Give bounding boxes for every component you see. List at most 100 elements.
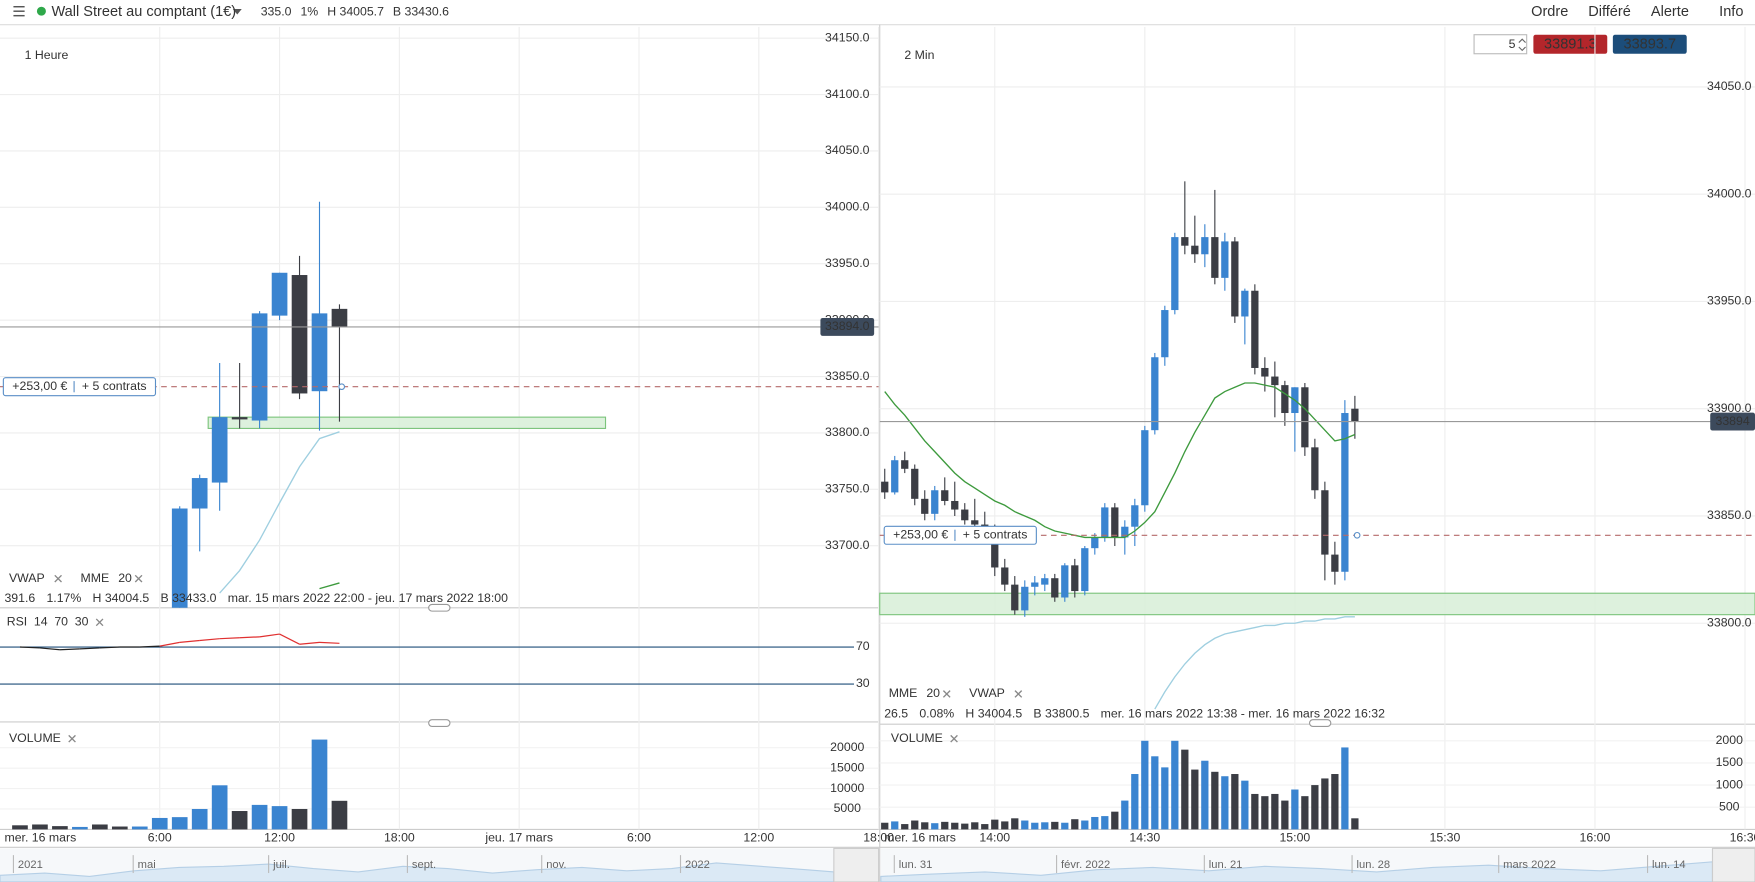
menu-item[interactable]: Alerte [1651, 4, 1689, 20]
navigator-scroll[interactable] [1711, 847, 1755, 882]
navigator-label: mai [138, 859, 156, 871]
candle-body [921, 498, 929, 514]
close-icon[interactable] [1014, 690, 1023, 698]
volume-bar [901, 824, 909, 830]
indicator-name: VWAP [9, 571, 45, 585]
volume-bar [1161, 767, 1169, 830]
quantity-value[interactable]: 5 [1509, 37, 1516, 51]
volume-bar [1211, 771, 1219, 830]
candle-body [881, 481, 889, 493]
last-price-label: 33894.0 [825, 319, 870, 333]
candle-body [1031, 582, 1039, 587]
rsi-line [179, 639, 200, 643]
menu-item[interactable]: Différé [1588, 4, 1631, 20]
menu-item[interactable]: Info [1719, 4, 1743, 20]
y-tick-label: 34050.0 [825, 143, 870, 157]
close-icon[interactable] [54, 574, 62, 583]
instrument-name: Wall Street au comptant (1€) [51, 4, 236, 20]
volume-bar [1071, 819, 1079, 830]
candle-body [1071, 565, 1079, 592]
close-icon[interactable] [950, 734, 958, 743]
y-tick-label: 33850.0 [825, 369, 870, 383]
candle-body [1251, 290, 1259, 368]
sell-price[interactable]: 33891.3 [1544, 37, 1597, 53]
date-label: mer. 16 mars [884, 831, 956, 845]
volume-bar [311, 739, 328, 830]
close-icon[interactable] [942, 690, 951, 698]
rsi-line [99, 646, 120, 649]
candle-body [931, 490, 939, 514]
candle-body [971, 520, 979, 525]
candle-body [1271, 376, 1279, 386]
order-anchor[interactable] [338, 383, 346, 391]
y-tick-label: 33800.0 [1707, 616, 1752, 630]
resize-handles[interactable] [428, 603, 1332, 727]
order-anchor[interactable] [1353, 531, 1361, 539]
volume-bar [1341, 747, 1349, 830]
volume-bar [891, 821, 899, 830]
spin-down[interactable] [1518, 46, 1526, 52]
menu-icon[interactable] [13, 5, 25, 17]
indicator-info: 0.08% [919, 706, 954, 720]
indicator-period: 20 [926, 686, 940, 700]
volume-bar [32, 824, 48, 830]
x-tick-label: 18:00 [384, 831, 415, 845]
candle-body [941, 490, 949, 501]
order-contracts: + 5 contrats [82, 379, 147, 393]
x-tick-label: 16:00 [1580, 831, 1611, 845]
volume-bar [1261, 796, 1269, 830]
candle-body [171, 508, 188, 608]
volume-bar [1271, 793, 1279, 830]
volume-bar [1231, 774, 1239, 830]
date-label: mer. 16 mars [4, 831, 76, 845]
rsi-line [79, 647, 100, 650]
spin-up[interactable] [1518, 38, 1526, 43]
order-box[interactable] [883, 525, 1037, 545]
volume-bar [291, 808, 308, 830]
rsi-level-label: 70 [856, 639, 870, 653]
status-dot [36, 6, 46, 16]
volume-bar [1121, 800, 1129, 830]
volume-bar [1001, 821, 1009, 830]
buy-button[interactable] [1612, 34, 1687, 54]
candle-body [961, 509, 969, 521]
indicator-info: 391.6 [4, 591, 35, 605]
navigator-scroll[interactable] [833, 847, 880, 882]
volume-bar [1191, 769, 1199, 830]
x-tick-label: 16:30 [1730, 831, 1755, 845]
candle-body [271, 272, 288, 316]
candle-body [1201, 237, 1209, 255]
volume-bar [1351, 818, 1359, 830]
y-tick-label: 34000.0 [825, 200, 870, 214]
candles [171, 201, 348, 608]
navigator-label: juil. [272, 859, 290, 871]
menu-item[interactable]: Ordre [1531, 4, 1568, 20]
trade-box [1473, 34, 1687, 55]
volume-bar [1041, 822, 1049, 830]
volume-title: VOLUME [9, 731, 61, 745]
candle-body [1111, 507, 1119, 538]
y-tick-label: 33800.0 [825, 425, 870, 439]
buy-price[interactable]: 33893.7 [1623, 37, 1676, 53]
volume-bar [1061, 822, 1069, 830]
volume-tick-label: 5000 [834, 801, 862, 815]
volume-bar [1321, 778, 1329, 830]
close-icon[interactable] [95, 618, 104, 627]
dropdown-arrow[interactable] [232, 8, 242, 15]
quantity-input[interactable] [1473, 34, 1528, 55]
sell-button[interactable] [1533, 34, 1608, 54]
order-profit: +253,00 € [893, 528, 948, 542]
navigator-label: 2021 [18, 859, 43, 871]
order-label[interactable]: +253,00 € + 5 contrats [2, 377, 157, 397]
rsi-line [39, 647, 60, 651]
order-label[interactable]: +253,00 € + 5 contrats [883, 525, 1037, 545]
indicator-info: 1.17% [46, 591, 81, 605]
indicator-period: 20 [118, 571, 132, 585]
close-icon[interactable] [134, 574, 143, 583]
volume-bar [1051, 821, 1059, 830]
close-icon[interactable] [68, 734, 76, 743]
volume-bar [12, 825, 28, 830]
order-box[interactable] [2, 377, 157, 397]
navigator-label: nov. [546, 859, 566, 871]
